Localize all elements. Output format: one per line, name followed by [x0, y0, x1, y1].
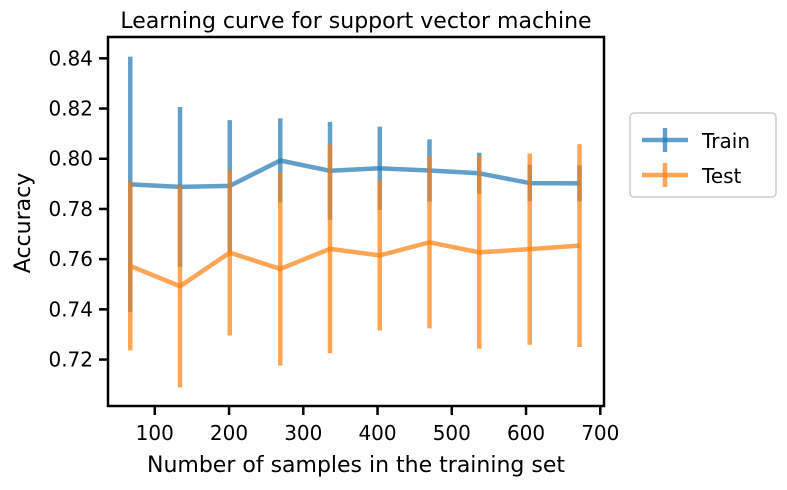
y-tick-label: 0.78 — [48, 197, 93, 221]
x-tick-label: 300 — [284, 421, 322, 445]
y-tick-label: 0.74 — [48, 297, 93, 321]
x-tick-label: 200 — [210, 421, 248, 445]
y-tick-label: 0.82 — [48, 97, 93, 121]
x-axis-label: Number of samples in the training set — [147, 453, 565, 478]
legend-label: Train — [701, 129, 750, 153]
chart-title: Learning curve for support vector machin… — [120, 9, 591, 34]
y-tick-label: 0.84 — [48, 46, 93, 70]
y-tick-label: 0.76 — [48, 247, 93, 271]
x-tick-label: 600 — [507, 421, 545, 445]
legend: Train Test — [630, 113, 776, 197]
train-line — [130, 161, 579, 187]
x-tick-label: 100 — [136, 421, 174, 445]
y-tick-label: 0.72 — [48, 348, 93, 372]
legend-label: Test — [701, 164, 742, 188]
y-axis-label: Accuracy — [11, 173, 36, 273]
x-tick-label: 400 — [358, 421, 396, 445]
x-tick-label: 700 — [581, 421, 619, 445]
x-tick-label: 500 — [433, 421, 471, 445]
plot-area: 100 200 300 400 500 600 700 0.72 0.74 0.76 0.78 0.8… — [48, 37, 619, 445]
test-line — [130, 242, 579, 286]
y-tick-label: 0.80 — [48, 147, 93, 171]
